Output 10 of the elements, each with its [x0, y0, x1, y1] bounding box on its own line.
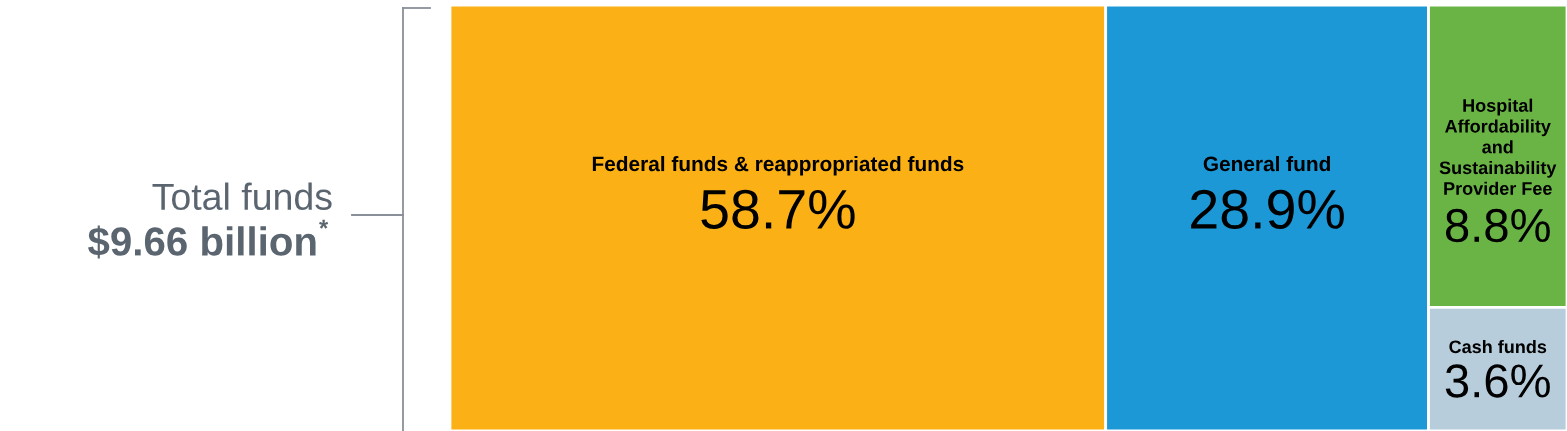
category-label: General fund: [1203, 155, 1330, 172]
category-label: Hospital Affordability and Sustainability Provider Fee: [1439, 98, 1557, 195]
text: Total funds: [152, 182, 332, 211]
data-label: 3.6%: [1445, 364, 1550, 398]
text: $9.66 billion*: [88, 219, 329, 259]
data-label: 58.7%: [701, 189, 855, 229]
data-label: 8.8%: [1445, 208, 1550, 243]
data-label: 28.9%: [1191, 189, 1344, 229]
category-label: Federal funds & reappropriated funds: [592, 155, 964, 176]
category-label: Cash funds: [1449, 339, 1547, 354]
